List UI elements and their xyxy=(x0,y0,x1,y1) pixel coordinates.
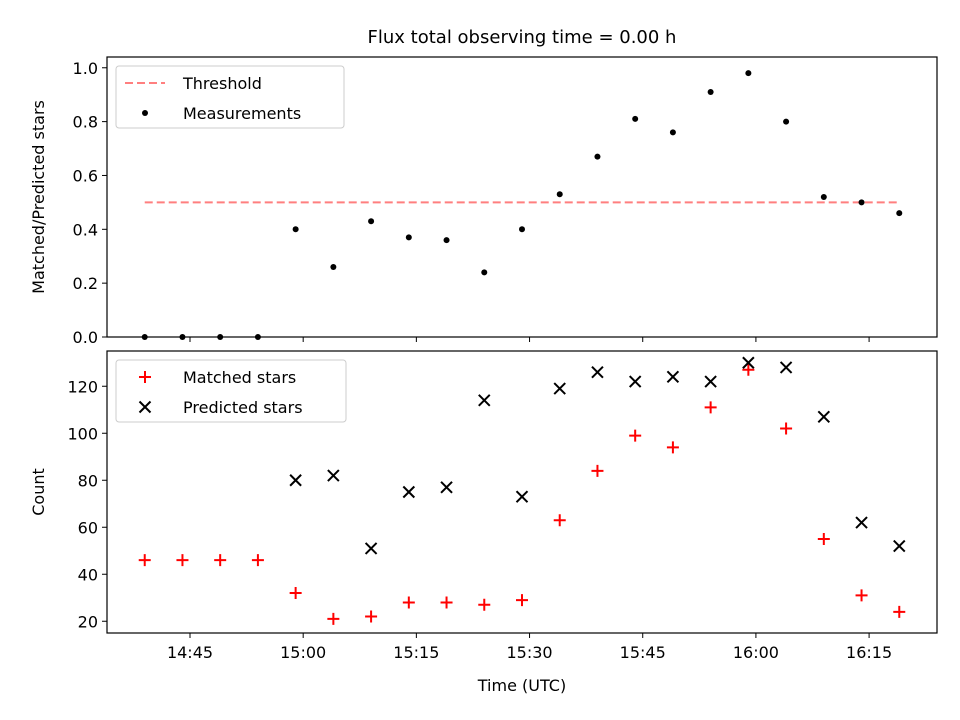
matched-star-marker xyxy=(742,363,755,376)
measurement-point xyxy=(669,129,676,136)
matched-star-marker xyxy=(138,554,151,567)
measurement-point xyxy=(632,115,639,122)
measurement-point xyxy=(556,191,563,198)
predicted-star-marker xyxy=(553,382,566,395)
y-tick-label: 80 xyxy=(78,471,98,490)
y-tick-label: 0.6 xyxy=(73,166,98,185)
matched-star-marker xyxy=(666,441,679,454)
predicted-star-marker xyxy=(402,485,416,499)
matched-star-marker xyxy=(817,533,830,545)
matched-star-marker xyxy=(327,612,340,625)
x-axis-label: Time (UTC) xyxy=(477,676,566,695)
predicted-star-marker xyxy=(855,516,868,529)
chart-title: Flux total observing time = 0.00 h xyxy=(368,27,677,48)
y-tick-label: 20 xyxy=(78,612,98,631)
predicted-star-marker xyxy=(817,410,831,424)
measurement-point xyxy=(330,264,337,270)
measurement-point xyxy=(481,269,488,276)
x-tick-label: 15:00 xyxy=(280,643,326,662)
predicted-star-marker xyxy=(440,481,453,494)
legend-label: Matched stars xyxy=(183,368,296,387)
bottom-panel: 20 40 60 80 100 120 14:45 15:00 15:15 15:30 15:45 1… xyxy=(29,350,938,695)
predicted-star-marker xyxy=(364,542,378,555)
predicted-star-marker xyxy=(591,365,604,379)
matched-star-marker xyxy=(629,429,642,442)
legend: Threshold Measurements xyxy=(115,65,345,129)
matched-star-marker xyxy=(553,514,566,527)
y-axis-label: Matched/Predicted stars xyxy=(29,100,48,294)
predicted-star-marker xyxy=(515,490,529,503)
legend-label: Predicted stars xyxy=(183,398,303,417)
matched-star-marker xyxy=(289,587,302,600)
legend-label: Threshold xyxy=(182,74,262,93)
measurement-point xyxy=(292,226,299,233)
measurement-point xyxy=(745,70,752,77)
measurement-point xyxy=(896,210,903,217)
plot-frame xyxy=(106,56,938,338)
predicted-star-marker xyxy=(742,356,755,369)
matched-star-marker xyxy=(214,554,227,567)
measurement-point xyxy=(858,199,865,206)
predicted-star-marker xyxy=(666,370,680,384)
x-tick-label: 15:45 xyxy=(620,643,666,662)
legend-label: Measurements xyxy=(183,104,301,123)
y-axis-label: Count xyxy=(29,468,48,516)
predicted-star-marker xyxy=(779,361,793,374)
y-tick-label: 0.0 xyxy=(73,328,98,347)
y-tick-label: 0.4 xyxy=(73,220,98,239)
matched-star-marker xyxy=(251,554,264,567)
matched-star-marker xyxy=(893,605,906,618)
y-tick-label: 1.0 xyxy=(73,59,98,78)
matched-star-marker xyxy=(591,464,604,477)
measurement-point xyxy=(405,234,412,241)
y-tick-label: 100 xyxy=(67,424,98,443)
measurement-point xyxy=(707,89,714,95)
legend-box xyxy=(115,65,345,129)
x-tick-label: 15:15 xyxy=(393,643,439,662)
matched-star-marker xyxy=(365,610,378,623)
top-panel: 0.0 0.2 0.4 0.6 0.8 1.0 Matched/Predicted star… xyxy=(29,56,938,347)
measurement-point xyxy=(783,118,790,125)
matched-star-marker xyxy=(855,589,868,602)
predicted-star-marker xyxy=(327,469,340,482)
matched-star-marker xyxy=(176,554,189,567)
legend: Matched stars Predicted stars xyxy=(115,359,347,423)
measurement-point xyxy=(443,237,450,244)
legend-predicted-swatch xyxy=(138,400,152,414)
x-tick-label: 16:00 xyxy=(733,643,779,662)
predicted-star-marker xyxy=(478,394,491,407)
measurement-point xyxy=(820,194,827,200)
y-tick-label: 120 xyxy=(67,377,98,396)
y-tick-label: 0.8 xyxy=(73,113,98,132)
matched-star-marker xyxy=(478,598,491,611)
matched-star-marker xyxy=(704,401,717,414)
plot-frame xyxy=(106,350,938,634)
matched-star-marker xyxy=(516,594,528,607)
x-tick-label: 14:45 xyxy=(167,643,213,662)
x-tick-label: 15:30 xyxy=(506,643,552,662)
legend-measurement-swatch xyxy=(142,110,148,116)
y-tick-label: 60 xyxy=(78,518,98,537)
y-tick-label: 0.2 xyxy=(73,274,98,293)
predicted-star-marker xyxy=(628,375,642,388)
matched-star-marker xyxy=(402,596,415,609)
matched-star-marker xyxy=(780,422,793,435)
measurement-point xyxy=(519,226,525,233)
legend-matched-swatch xyxy=(139,371,151,383)
predicted-star-marker xyxy=(704,375,717,388)
measurement-point xyxy=(368,218,375,225)
x-tick-label: 16:15 xyxy=(846,643,892,662)
matched-star-marker xyxy=(440,596,453,609)
legend-box xyxy=(115,359,347,423)
y-tick-label: 40 xyxy=(78,565,98,584)
predicted-star-marker xyxy=(289,474,302,487)
measurement-point xyxy=(594,153,601,160)
predicted-star-marker xyxy=(893,539,906,553)
